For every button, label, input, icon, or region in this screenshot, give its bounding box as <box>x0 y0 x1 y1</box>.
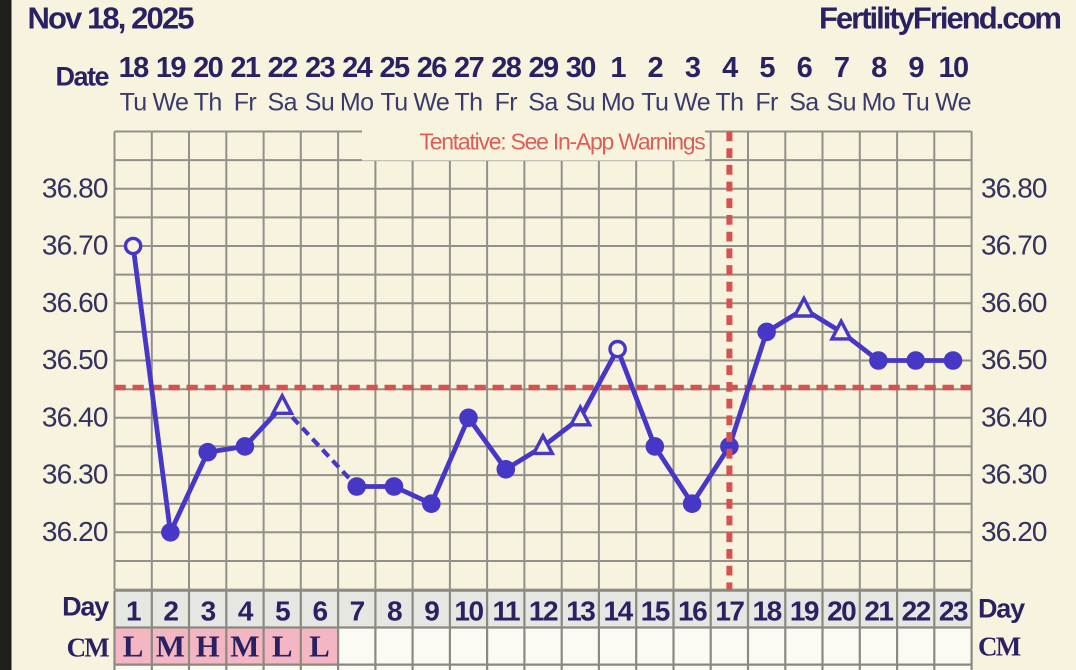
svg-text:FertilityFriend.com: FertilityFriend.com <box>819 0 1060 35</box>
svg-text:6: 6 <box>797 52 813 84</box>
svg-text:Tentative: See In-App Warnings: Tentative: See In-App Warnings <box>419 128 705 154</box>
svg-text:9: 9 <box>908 52 924 84</box>
svg-text:10: 10 <box>454 596 483 627</box>
svg-text:36.50: 36.50 <box>981 344 1047 375</box>
svg-text:20: 20 <box>193 52 223 84</box>
svg-text:CM: CM <box>67 633 110 663</box>
svg-text:We: We <box>413 89 449 117</box>
svg-text:Mo: Mo <box>601 89 635 117</box>
svg-text:3: 3 <box>685 52 701 84</box>
svg-text:9: 9 <box>424 596 439 627</box>
svg-text:36.20: 36.20 <box>981 516 1047 547</box>
svg-text:We: We <box>935 89 971 117</box>
svg-text:36.40: 36.40 <box>981 401 1047 432</box>
svg-text:36.30: 36.30 <box>981 459 1047 490</box>
svg-text:Fr: Fr <box>755 89 778 117</box>
svg-text:36.80: 36.80 <box>981 172 1047 203</box>
svg-text:Mo: Mo <box>340 89 374 117</box>
svg-text:CM: CM <box>978 632 1021 662</box>
svg-text:36.80: 36.80 <box>42 172 108 203</box>
svg-text:28: 28 <box>491 52 522 84</box>
svg-text:23: 23 <box>939 596 968 627</box>
svg-text:15: 15 <box>641 596 670 627</box>
svg-text:14: 14 <box>604 596 634 627</box>
svg-text:36.30: 36.30 <box>42 459 108 490</box>
svg-text:30: 30 <box>566 52 596 84</box>
svg-text:L: L <box>123 629 144 664</box>
svg-text:Tu: Tu <box>380 89 407 117</box>
svg-text:Fr: Fr <box>234 89 257 117</box>
svg-text:1: 1 <box>126 596 141 627</box>
svg-text:21: 21 <box>230 52 261 84</box>
svg-text:Nov 18, 2025: Nov 18, 2025 <box>28 0 195 35</box>
svg-text:36.70: 36.70 <box>42 230 108 261</box>
svg-text:36.60: 36.60 <box>981 287 1047 318</box>
svg-text:21: 21 <box>864 596 893 627</box>
svg-text:2: 2 <box>648 52 663 84</box>
svg-text:Day: Day <box>62 592 109 622</box>
svg-text:Su: Su <box>566 89 595 117</box>
svg-text:3: 3 <box>201 596 216 627</box>
svg-text:12: 12 <box>529 596 558 627</box>
svg-text:27: 27 <box>454 52 484 84</box>
svg-text:Date: Date <box>55 61 109 91</box>
svg-text:18: 18 <box>753 596 782 627</box>
svg-text:Sa: Sa <box>268 89 298 117</box>
svg-text:4: 4 <box>722 52 738 84</box>
svg-text:Day: Day <box>978 594 1025 624</box>
svg-text:26: 26 <box>417 52 448 84</box>
svg-text:Su: Su <box>305 89 334 117</box>
svg-text:22: 22 <box>902 596 931 627</box>
svg-text:6: 6 <box>312 596 327 627</box>
svg-text:4: 4 <box>238 596 254 627</box>
svg-text:We: We <box>152 89 188 117</box>
svg-text:5: 5 <box>275 596 290 627</box>
svg-text:8: 8 <box>871 52 887 84</box>
svg-text:24: 24 <box>342 52 373 84</box>
svg-text:7: 7 <box>834 52 849 84</box>
svg-text:22: 22 <box>268 52 298 84</box>
svg-text:Th: Th <box>715 89 743 117</box>
svg-text:Tu: Tu <box>120 89 147 117</box>
svg-text:Mo: Mo <box>862 89 896 117</box>
svg-text:We: We <box>674 89 710 117</box>
svg-text:19: 19 <box>156 52 187 84</box>
svg-text:17: 17 <box>715 596 744 627</box>
svg-text:Su: Su <box>827 89 856 117</box>
svg-text:Tu: Tu <box>902 89 929 117</box>
svg-text:Tu: Tu <box>641 89 668 117</box>
svg-text:25: 25 <box>379 52 410 84</box>
svg-text:L: L <box>309 629 330 664</box>
svg-text:5: 5 <box>759 52 775 84</box>
svg-text:M: M <box>156 629 185 664</box>
svg-text:L: L <box>272 629 293 664</box>
svg-text:Sa: Sa <box>528 89 558 117</box>
svg-text:2: 2 <box>163 596 178 627</box>
svg-text:29: 29 <box>528 52 559 84</box>
svg-text:Sa: Sa <box>789 89 819 117</box>
svg-text:Th: Th <box>194 89 222 117</box>
svg-text:7: 7 <box>350 596 365 627</box>
svg-text:10: 10 <box>938 52 968 84</box>
svg-text:20: 20 <box>827 596 856 627</box>
svg-text:M: M <box>230 629 259 664</box>
svg-text:36.50: 36.50 <box>42 344 108 375</box>
svg-text:36.40: 36.40 <box>42 401 108 432</box>
svg-text:11: 11 <box>492 596 520 627</box>
svg-text:16: 16 <box>678 596 707 627</box>
svg-text:Fr: Fr <box>495 89 518 117</box>
svg-text:Th: Th <box>455 89 483 117</box>
svg-text:1: 1 <box>610 52 626 84</box>
svg-text:H: H <box>196 629 220 664</box>
svg-text:18: 18 <box>119 52 150 84</box>
svg-text:36.20: 36.20 <box>42 516 108 547</box>
svg-text:8: 8 <box>387 596 402 627</box>
svg-text:19: 19 <box>790 596 819 627</box>
svg-text:36.70: 36.70 <box>981 230 1047 261</box>
svg-text:36.60: 36.60 <box>42 287 108 318</box>
svg-text:23: 23 <box>305 52 336 84</box>
svg-text:13: 13 <box>566 596 595 627</box>
